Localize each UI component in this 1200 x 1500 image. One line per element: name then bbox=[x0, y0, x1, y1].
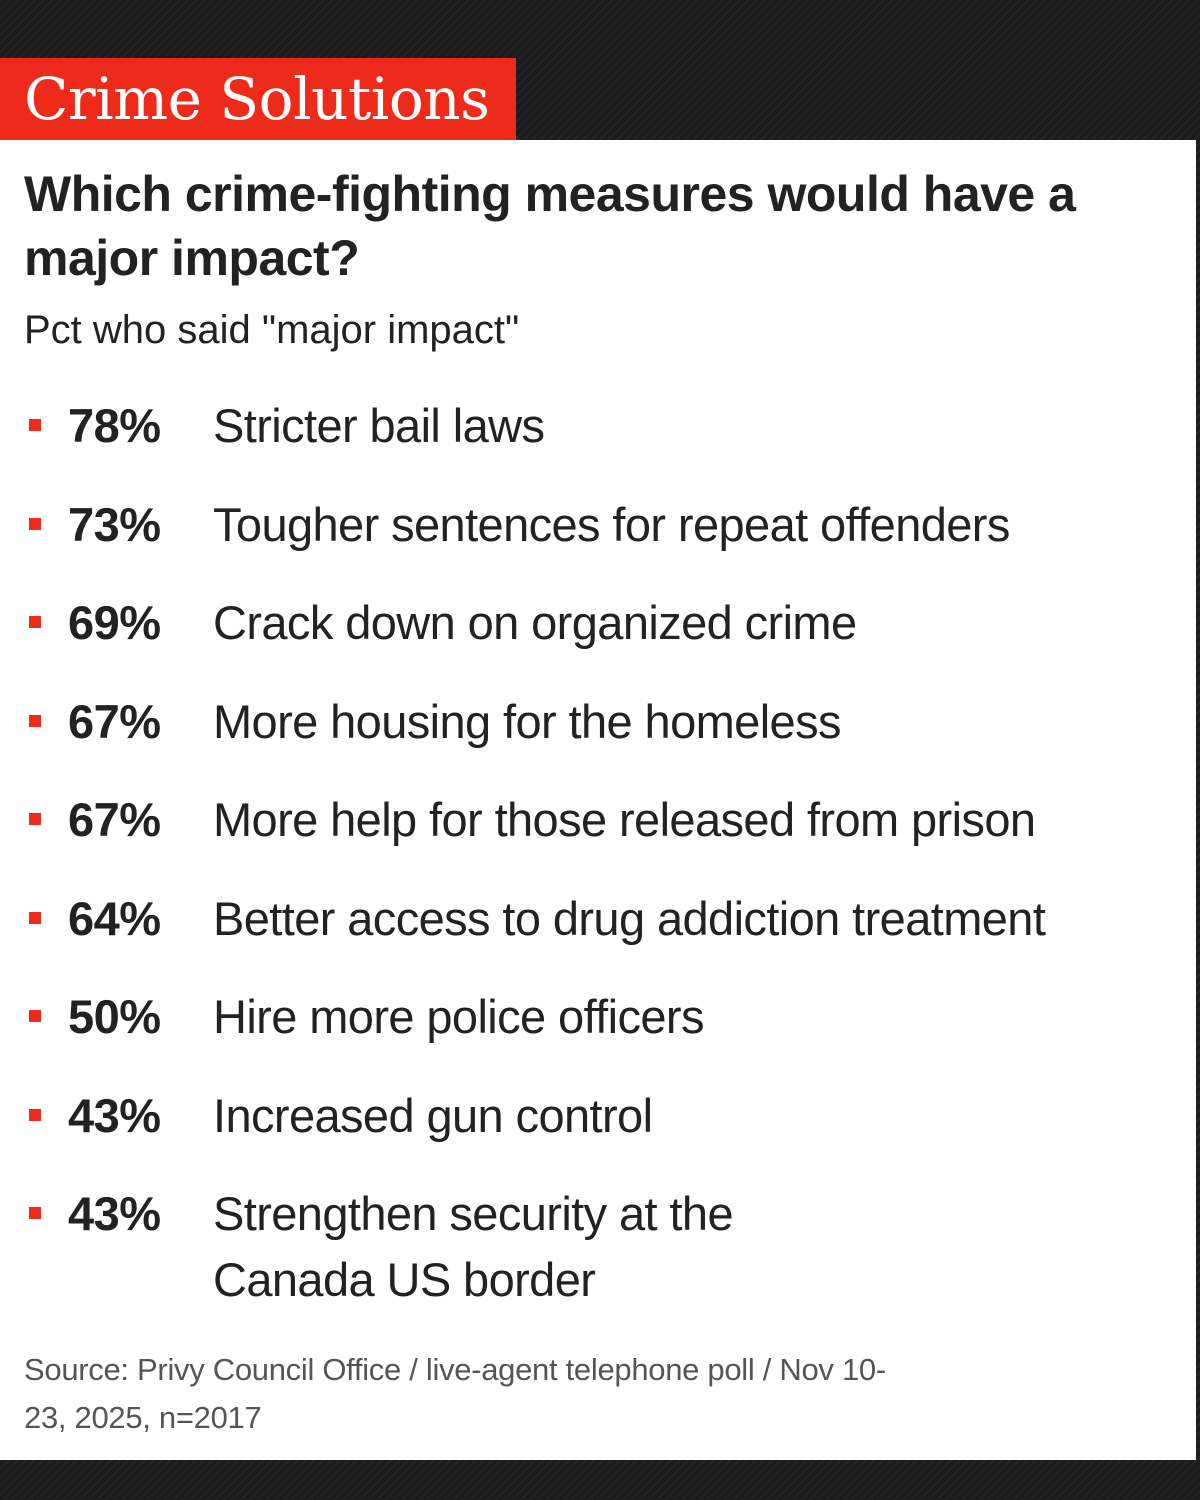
percentage: 69% bbox=[68, 596, 161, 649]
bullet-square-icon bbox=[29, 714, 41, 727]
measures-list: 78% Stricter bail laws 73% Tougher sente… bbox=[0, 398, 1196, 1306]
measure-label: Better access to drug addiction treatmen… bbox=[213, 891, 1046, 945]
measure-label: Stricter bail laws bbox=[213, 399, 545, 452]
list-item: 43% Increased gun control bbox=[0, 1088, 1196, 1187]
percentage: 43% bbox=[68, 1088, 161, 1142]
bullet-square-icon bbox=[29, 616, 41, 628]
source-note: Source: Privy Council Office / live-agen… bbox=[24, 1352, 886, 1435]
list-item: 50% Hire more police officers bbox=[0, 989, 1196, 1088]
percentage: 67% bbox=[68, 793, 161, 846]
list-item: 67% More housing for the homeless bbox=[0, 694, 1196, 793]
bullet-square-icon bbox=[29, 1207, 41, 1219]
bullet-square-icon bbox=[29, 911, 41, 924]
percentage: 50% bbox=[68, 990, 161, 1043]
banner-title: Crime Solutions bbox=[24, 65, 490, 133]
list-item: 64% Better access to drug addiction trea… bbox=[0, 891, 1196, 990]
percentage: 43% bbox=[68, 1187, 161, 1240]
bullet-square-icon bbox=[29, 419, 41, 431]
measure-label: Tougher sentences for repeat offenders bbox=[213, 497, 1010, 551]
measure-label: Strengthen security at the Canada US bor… bbox=[213, 1187, 734, 1306]
percentage: 73% bbox=[68, 497, 161, 551]
percentage: 78% bbox=[68, 399, 161, 452]
measure-label: More housing for the homeless bbox=[213, 694, 841, 748]
bullet-square-icon bbox=[29, 517, 41, 530]
subhead: Pct who said "major impact" bbox=[24, 308, 520, 352]
list-item: 69% Crack down on organized crime bbox=[0, 595, 1196, 694]
content-card: Which crime-fighting measures would have… bbox=[0, 140, 1196, 1460]
measure-label: Increased gun control bbox=[213, 1088, 653, 1142]
measure-label: Hire more police officers bbox=[213, 990, 704, 1043]
banner: Crime Solutions bbox=[0, 58, 516, 140]
list-item: 43% Strengthen security at the Canada US… bbox=[0, 1186, 1196, 1306]
headline: Which crime-fighting measures would have… bbox=[24, 166, 1076, 286]
percentage: 67% bbox=[68, 694, 161, 748]
list-item: 67% More help for those released from pr… bbox=[0, 792, 1196, 891]
bullet-square-icon bbox=[29, 1010, 41, 1022]
measure-label: Crack down on organized crime bbox=[213, 596, 857, 649]
list-item: 73% Tougher sentences for repeat offende… bbox=[0, 497, 1196, 596]
bullet-square-icon bbox=[29, 1108, 41, 1121]
percentage: 64% bbox=[68, 891, 161, 945]
list-item: 78% Stricter bail laws bbox=[0, 398, 1196, 497]
measure-label: More help for those released from prison bbox=[213, 793, 1036, 846]
bullet-square-icon bbox=[29, 813, 41, 825]
